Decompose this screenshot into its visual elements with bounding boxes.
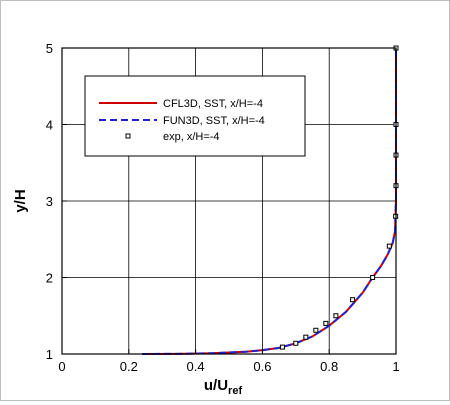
x-tick-label: 0.4 — [187, 359, 205, 374]
exp-data-point — [303, 334, 309, 340]
legend-label-fun3d: FUN3D, SST, x/H=-4 — [163, 115, 265, 127]
y-tick-label: 3 — [46, 194, 53, 209]
legend-label-exp: exp, x/H=-4 — [163, 131, 220, 143]
exp-data-point — [323, 320, 329, 326]
x-tick-label: 0.8 — [320, 359, 338, 374]
x-tick-label: 1 — [392, 359, 399, 374]
exp-data-point — [279, 344, 285, 350]
x-axis-title: u/Uref — [204, 377, 243, 397]
y-tick-label: 2 — [46, 271, 53, 286]
exp-data-point — [350, 297, 356, 303]
x-tick-label: 0.6 — [253, 359, 271, 374]
y-tick-label: 4 — [46, 118, 53, 133]
exp-data-point — [386, 243, 392, 249]
x-axis-title-main: u/U — [204, 377, 228, 394]
legend-box — [84, 75, 306, 157]
exp-data-point — [333, 313, 339, 319]
exp-data-point — [313, 327, 319, 333]
x-axis-title-subscript: ref — [228, 385, 242, 397]
axis-ticks: 0 0.2 0.4 0.6 0.8 1 1 2 3 4 5 — [46, 41, 400, 374]
y-axis-title: y/H — [12, 189, 29, 212]
y-tick-label: 5 — [46, 41, 53, 56]
x-tick-label: 0 — [58, 359, 65, 374]
y-tick-label: 1 — [46, 347, 53, 362]
exp-data-point — [370, 275, 376, 280]
x-tick-label: 0.2 — [120, 359, 138, 374]
exp-data-point — [293, 340, 299, 346]
series-line-1 — [142, 48, 397, 355]
legend-label-cfl3d: CFL3D, SST, x/H=-4 — [163, 98, 263, 110]
legend: CFL3D, SST, x/H=-4 FUN3D, SST, x/H=-4 ex… — [84, 75, 306, 157]
legend-swatch-exp — [125, 133, 131, 139]
